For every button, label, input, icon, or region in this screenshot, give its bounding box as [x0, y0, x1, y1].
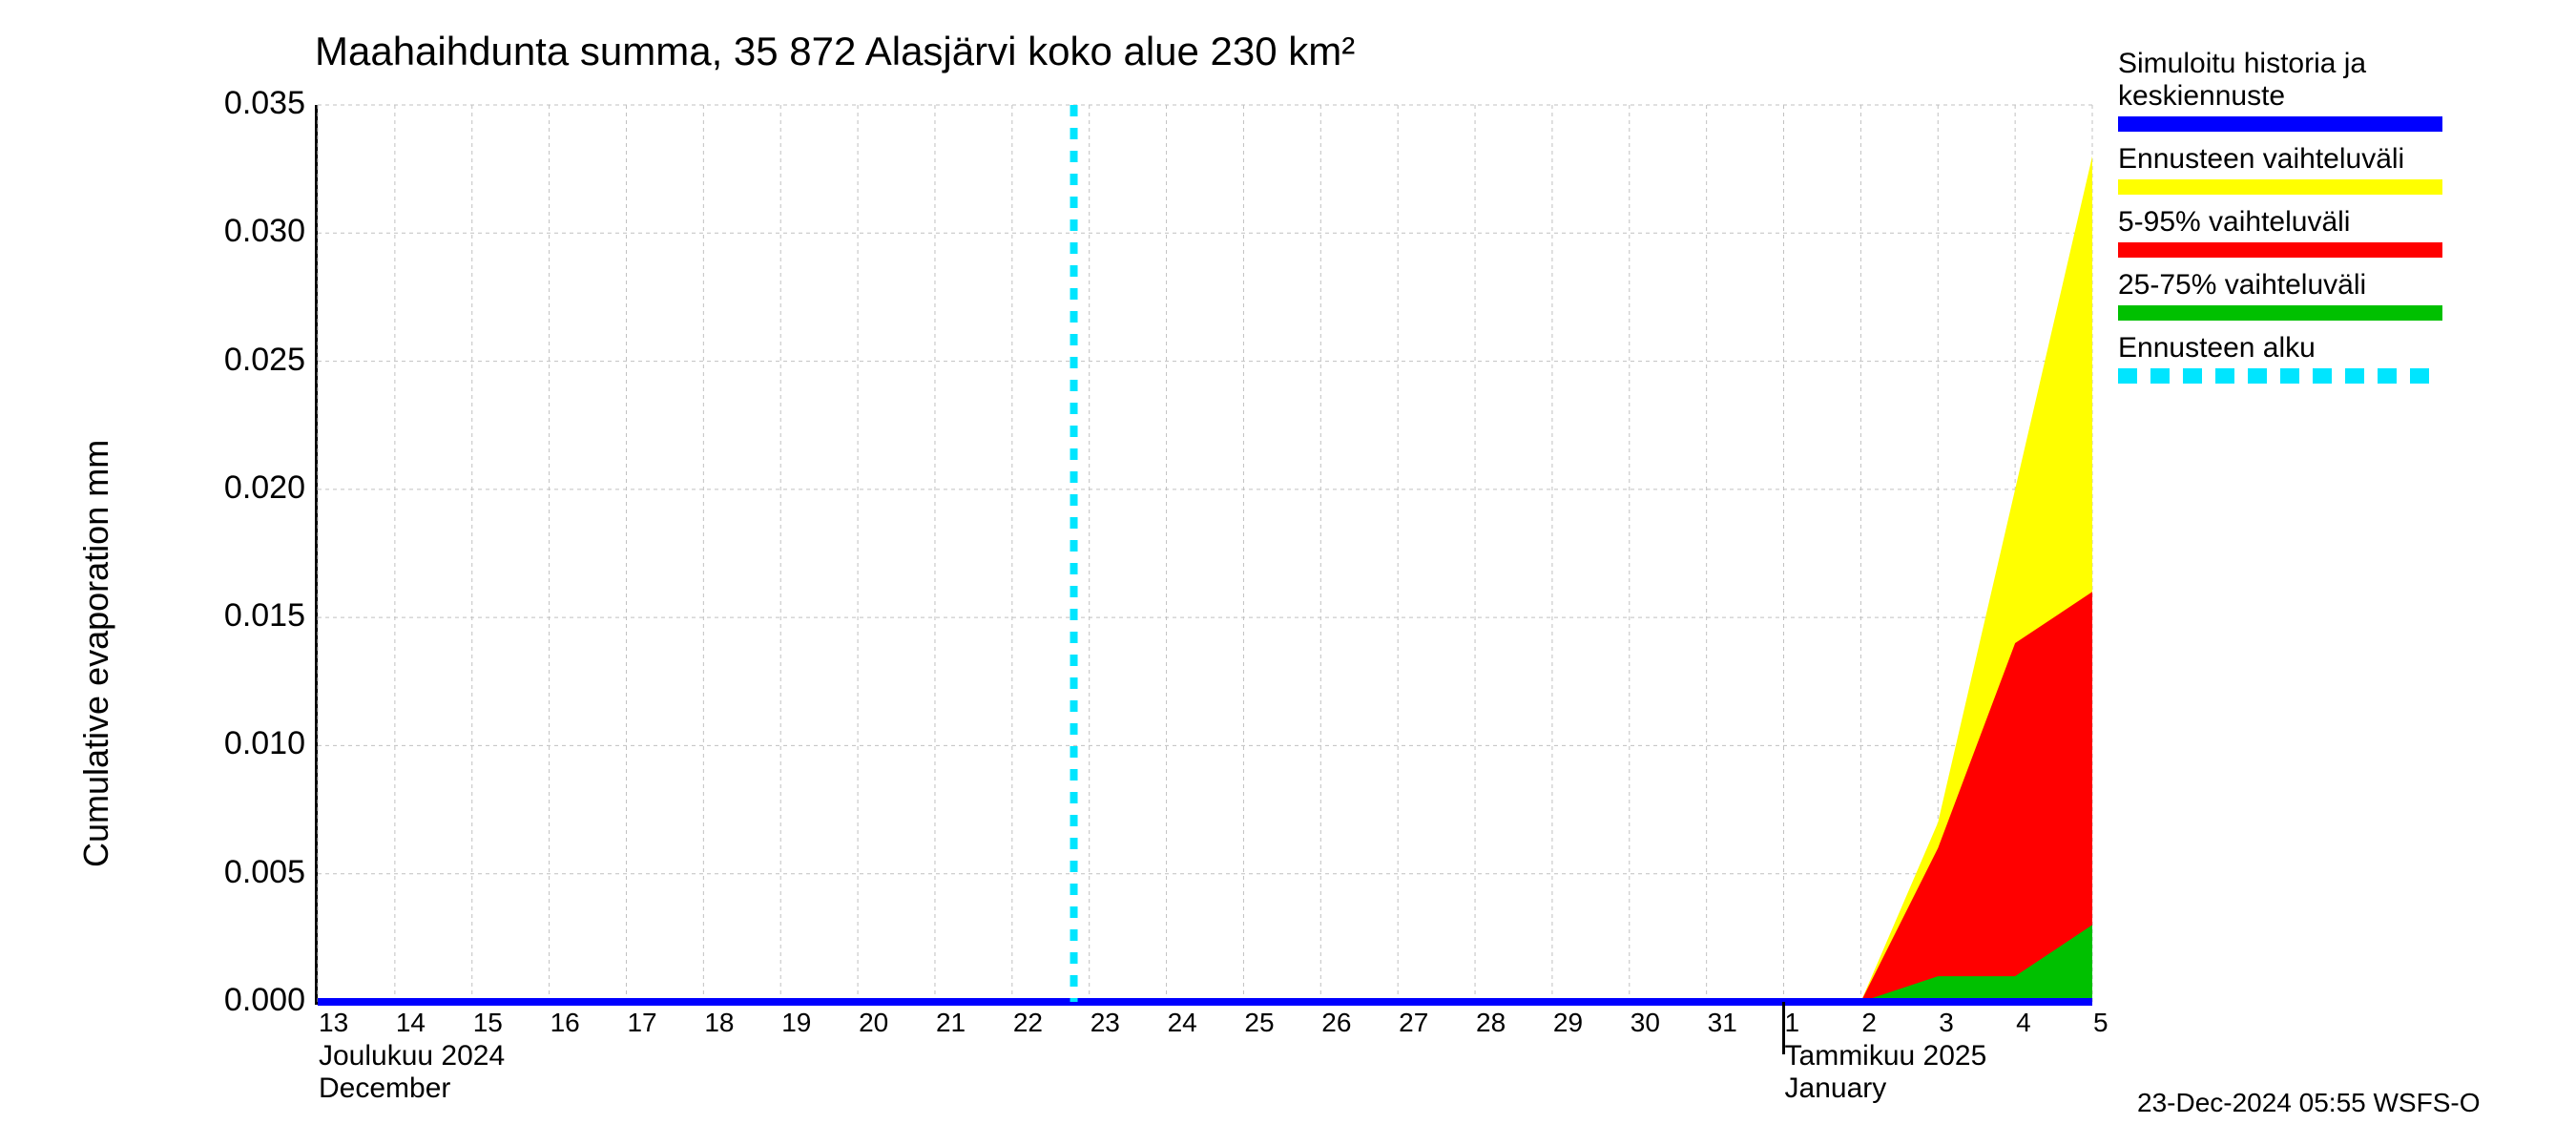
legend-item: Ennusteen alku	[2118, 332, 2442, 384]
x-tick-label: 17	[627, 1008, 656, 1038]
y-tick-label: 0.020	[172, 469, 305, 507]
x-tick-label: 22	[1013, 1008, 1043, 1038]
legend: Simuloitu historia jakeskiennuste Ennuste…	[2118, 48, 2442, 395]
x-tick-label: 18	[704, 1008, 734, 1038]
plot-area	[315, 105, 2092, 1005]
x-tick-label: 16	[551, 1008, 580, 1038]
chart-title: Maahaihdunta summa, 35 872 Alasjärvi kok…	[315, 29, 1355, 74]
y-tick-label: 0.000	[172, 982, 305, 1019]
x-tick-label: 2	[1861, 1008, 1877, 1038]
legend-swatch	[2118, 242, 2442, 258]
y-tick-label: 0.005	[172, 854, 305, 891]
legend-label: 25-75% vaihteluväli	[2118, 269, 2442, 302]
y-tick-label: 0.030	[172, 213, 305, 250]
legend-item: 25-75% vaihteluväli	[2118, 269, 2442, 321]
x-tick-label: 25	[1244, 1008, 1274, 1038]
legend-label: Ennusteen vaihteluväli	[2118, 143, 2442, 176]
x-tick-label: 1	[1785, 1008, 1800, 1038]
x-tick-label: 30	[1631, 1008, 1660, 1038]
x-tick-label: 20	[859, 1008, 888, 1038]
band-red_5_95	[1784, 592, 2092, 1002]
x-tick-label: 21	[936, 1008, 966, 1038]
legend-swatch	[2118, 179, 2442, 195]
legend-label: Ennusteen alku	[2118, 332, 2442, 364]
legend-swatch	[2118, 368, 2442, 384]
legend-swatch	[2118, 116, 2442, 132]
x-tick-label: 13	[319, 1008, 348, 1038]
timestamp: 23-Dec-2024 05:55 WSFS-O	[2137, 1088, 2481, 1118]
legend-label: 5-95% vaihteluväli	[2118, 206, 2442, 239]
x-tick-label: 15	[473, 1008, 503, 1038]
x-tick-label: 24	[1168, 1008, 1197, 1038]
legend-label: Simuloitu historia ja	[2118, 48, 2442, 80]
x-tick-label: 29	[1553, 1008, 1583, 1038]
y-axis-label: Cumulative evaporation mm	[76, 440, 116, 867]
y-tick-label: 0.015	[172, 597, 305, 635]
x-tick-label: 23	[1091, 1008, 1120, 1038]
x-tick-label: 4	[2016, 1008, 2031, 1038]
x-tick-label: 19	[781, 1008, 811, 1038]
y-tick-label: 0.025	[172, 342, 305, 379]
x-tick-label: 5	[2093, 1008, 2109, 1038]
legend-item: Ennusteen vaihteluväli	[2118, 143, 2442, 195]
x-tick-label: 28	[1476, 1008, 1506, 1038]
x-tick-label: 3	[1939, 1008, 1954, 1038]
x-tick-label: 31	[1708, 1008, 1737, 1038]
legend-item: 5-95% vaihteluväli	[2118, 206, 2442, 258]
month-label: Tammikuu 2025January	[1785, 1040, 1987, 1105]
month-label: Joulukuu 2024December	[319, 1040, 505, 1105]
y-tick-label: 0.010	[172, 725, 305, 762]
legend-swatch	[2118, 305, 2442, 321]
x-tick-label: 27	[1399, 1008, 1428, 1038]
legend-item: Simuloitu historia jakeskiennuste	[2118, 48, 2442, 132]
x-tick-label: 26	[1321, 1008, 1351, 1038]
plot-svg	[318, 105, 2092, 1002]
legend-label: keskiennuste	[2118, 80, 2442, 113]
x-tick-label: 14	[396, 1008, 426, 1038]
y-tick-label: 0.035	[172, 85, 305, 122]
chart-container: Maahaihdunta summa, 35 872 Alasjärvi kok…	[0, 0, 2576, 1145]
